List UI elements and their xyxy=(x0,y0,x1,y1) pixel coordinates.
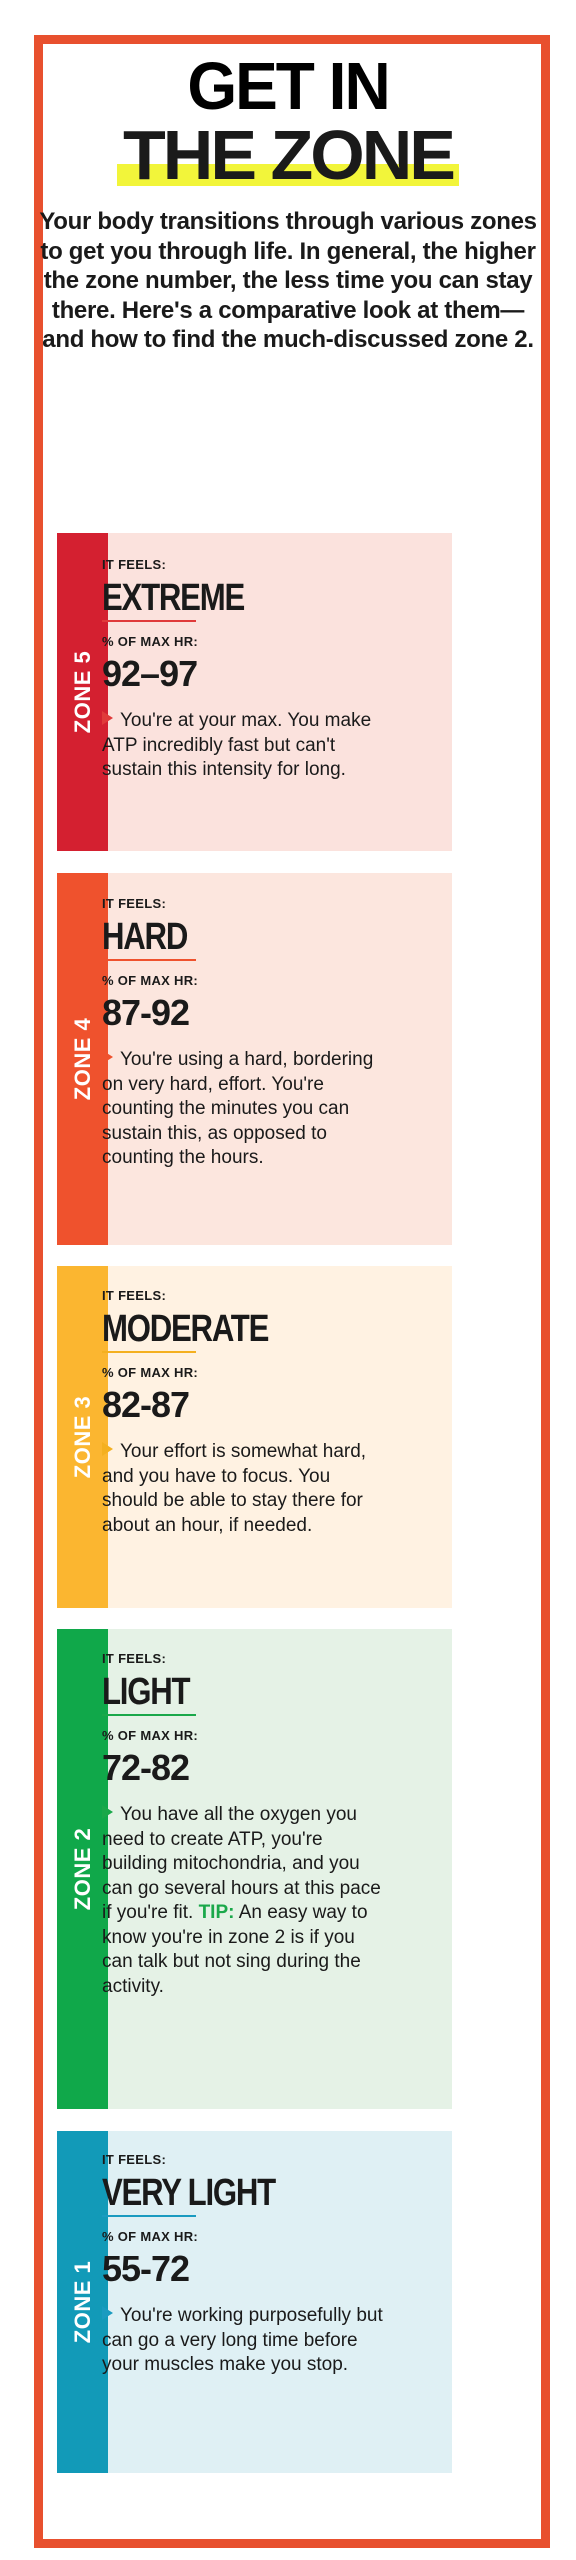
tip-text: An easy way to know you're in zone 2 is … xyxy=(102,1902,368,1997)
zone-1-content: IT FEELS: VERY LIGHT % OF MAX HR: 55-72 … xyxy=(102,2152,387,2378)
pct-max-hr-label: % OF MAX HR: xyxy=(102,973,199,988)
zone-1-card: ZONE 1 xyxy=(57,2131,452,2473)
zone-bar: ZONE 3 xyxy=(57,1266,108,1608)
zone-description: Your effort is somewhat hard, and you ha… xyxy=(102,1440,387,1538)
zone-panel xyxy=(108,1266,452,1608)
title-line-2-wrap: THE ZONE xyxy=(0,118,576,192)
zone-bar: ZONE 1 xyxy=(57,2131,108,2473)
zone-2-card: ZONE 2 xyxy=(57,1629,452,2109)
bullet-triangle-icon xyxy=(102,1442,113,1456)
zone-panel xyxy=(108,1629,452,2109)
zone-label: ZONE 2 xyxy=(69,1827,95,1911)
description-text: You're at your max. You make ATP incredi… xyxy=(102,710,372,780)
feels-value: MODERATE xyxy=(102,1308,269,1350)
zone-5-card: ZONE 5 xyxy=(57,533,452,851)
pct-value: 72-82 xyxy=(102,1747,190,1788)
pct-value: 92–97 xyxy=(102,653,198,694)
zone-5-content: IT FEELS: EXTREME % OF MAX HR: 92–97 You… xyxy=(102,557,387,783)
pct-value: 82-87 xyxy=(102,1384,190,1425)
it-feels-label: IT FEELS: xyxy=(102,2152,167,2167)
feels-underline xyxy=(102,1714,196,1716)
pct-value: 55-72 xyxy=(102,2248,190,2289)
title-line-2: THE ZONE xyxy=(117,118,459,192)
zone-description: You're at your max. You make ATP incredi… xyxy=(102,709,387,783)
description-text: You're working purposefully but can go a… xyxy=(102,2305,383,2375)
zone-description: You're using a hard, bordering on very h… xyxy=(102,1048,387,1171)
feels-value: LIGHT xyxy=(102,1671,191,1713)
zone-description: You have all the oxygen you need to crea… xyxy=(102,1803,387,1999)
zone-2-content: IT FEELS: LIGHT % OF MAX HR: 72-82 You h… xyxy=(102,1651,387,1999)
feels-value: HARD xyxy=(102,916,188,958)
it-feels-label: IT FEELS: xyxy=(102,1651,167,1666)
feels-underline xyxy=(102,2215,196,2217)
bullet-triangle-icon xyxy=(102,711,113,725)
tip-label: TIP: xyxy=(198,1902,235,1923)
intro-text: Your body transitions through various zo… xyxy=(39,208,537,353)
it-feels-label: IT FEELS: xyxy=(102,896,167,911)
feels-value: VERY LIGHT xyxy=(102,2172,276,2214)
pct-max-hr-label: % OF MAX HR: xyxy=(102,1728,199,1743)
zone-bar: ZONE 4 xyxy=(57,873,108,1245)
zone-panel xyxy=(108,533,452,851)
it-feels-label: IT FEELS: xyxy=(102,1288,167,1303)
zone-bar: ZONE 2 xyxy=(57,1629,108,2109)
zone-panel xyxy=(108,2131,452,2473)
feels-underline xyxy=(102,959,196,961)
feels-value: EXTREME xyxy=(102,577,245,619)
description-text: You're using a hard, bordering on very h… xyxy=(102,1049,374,1168)
bullet-triangle-icon xyxy=(102,1050,113,1064)
it-feels-label: IT FEELS: xyxy=(102,557,167,572)
zone-label: ZONE 5 xyxy=(69,650,95,734)
zone-3-content: IT FEELS: MODERATE % OF MAX HR: 82-87 Yo… xyxy=(102,1288,387,1538)
pct-max-hr-label: % OF MAX HR: xyxy=(102,2229,199,2244)
pct-max-hr-label: % OF MAX HR: xyxy=(102,1365,199,1380)
zone-bar: ZONE 5 xyxy=(57,533,108,851)
zone-4-content: IT FEELS: HARD % OF MAX HR: 87-92 You're… xyxy=(102,896,387,1171)
description-text: Your effort is somewhat hard, and you ha… xyxy=(102,1441,367,1536)
bullet-triangle-icon xyxy=(102,1805,113,1819)
zone-label: ZONE 4 xyxy=(69,1017,95,1101)
feels-underline xyxy=(102,1351,196,1353)
zone-panel xyxy=(108,873,452,1245)
description-text: You have all the oxygen you need to crea… xyxy=(102,1804,381,1923)
zone-4-card: ZONE 4 xyxy=(57,873,452,1245)
pct-max-hr-label: % OF MAX HR: xyxy=(102,634,199,649)
zone-description: You're working purposefully but can go a… xyxy=(102,2304,387,2378)
zone-label: ZONE 1 xyxy=(69,2260,95,2344)
zone-label: ZONE 3 xyxy=(69,1395,95,1479)
zone-3-card: ZONE 3 xyxy=(57,1266,452,1608)
bullet-triangle-icon xyxy=(102,2306,113,2320)
title-line-1: GET IN xyxy=(187,48,390,124)
pct-value: 87-92 xyxy=(102,992,190,1033)
feels-underline xyxy=(102,620,196,622)
